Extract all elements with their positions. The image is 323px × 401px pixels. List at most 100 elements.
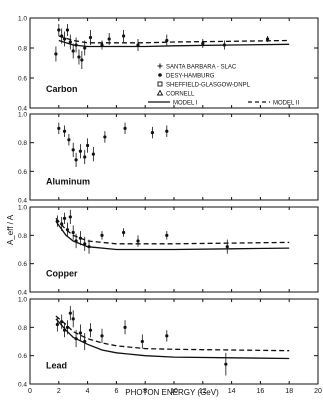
y-tick-label: 0.4 xyxy=(18,198,27,205)
y-tick-label: 1.0 xyxy=(18,297,27,304)
chart-legend: SANTA BARBARA - SLAC DESY-HAMBURG SHEFFIEL… xyxy=(148,63,299,107)
data-point xyxy=(222,43,226,47)
data-point xyxy=(65,325,70,329)
data-point xyxy=(57,126,61,130)
y-tick-label: 0.6 xyxy=(18,261,27,268)
data-point xyxy=(71,230,75,235)
legend-label: SHEFFIELD-GLASGOW-DNPL xyxy=(166,83,251,89)
panel-label: Aluminum xyxy=(46,177,90,187)
panel-label: Lead xyxy=(46,361,67,371)
x-tick-label: 2 xyxy=(57,388,61,395)
data-point xyxy=(165,334,169,338)
data-point xyxy=(71,317,75,321)
open-triangle-marker-icon xyxy=(156,89,164,96)
data-point xyxy=(68,40,72,44)
data-point xyxy=(83,339,87,344)
data-point xyxy=(165,129,169,133)
data-point xyxy=(224,362,228,366)
data-point xyxy=(68,215,72,219)
model-ii-curve xyxy=(55,315,290,352)
data-point xyxy=(123,126,127,130)
model-i-curve xyxy=(55,318,290,360)
data-point xyxy=(140,339,144,344)
legend-item: MODEL I xyxy=(148,101,198,107)
y-tick-label: 1.0 xyxy=(18,112,27,119)
x-tick-label: 6 xyxy=(114,388,118,395)
legend-label: MODEL II xyxy=(273,101,299,107)
x-tick-label: 18 xyxy=(285,388,293,395)
data-point xyxy=(74,239,78,243)
data-point xyxy=(60,320,64,324)
legend-label: CORNELL xyxy=(166,92,195,98)
y-tick-label: 1.0 xyxy=(18,205,27,212)
data-point xyxy=(136,239,140,243)
legend-label: SANTA BARBARA - SLAC xyxy=(166,65,237,71)
data-point xyxy=(86,143,90,148)
data-point xyxy=(88,35,93,40)
panel-lead: 1.0 0.8 0.6 0.4 Lead xyxy=(18,297,319,389)
data-point xyxy=(78,331,82,335)
x-tick-label: 16 xyxy=(257,388,265,395)
x-tick-label: 12 xyxy=(199,388,207,395)
data-point xyxy=(54,52,58,56)
x-tick-label: 0 xyxy=(28,388,32,395)
y-tick-label: 1.0 xyxy=(18,16,27,23)
panel-label: Copper xyxy=(46,269,78,279)
data-point xyxy=(123,325,127,329)
x-tick-label: 14 xyxy=(228,388,236,395)
model-ii-curve xyxy=(55,217,290,245)
legend-item: CORNELL xyxy=(156,89,195,98)
data-point xyxy=(65,28,70,32)
data-point xyxy=(62,129,67,133)
data-point xyxy=(150,131,154,135)
data-point xyxy=(80,58,84,62)
data-point xyxy=(62,328,67,332)
y-tick-label: 0.4 xyxy=(18,290,27,297)
data-point xyxy=(165,233,169,237)
open-square-marker-icon xyxy=(157,81,163,87)
data-point xyxy=(122,34,126,38)
y-tick-label: 0.6 xyxy=(18,76,27,83)
data-point xyxy=(87,245,91,249)
data-point xyxy=(71,148,75,152)
data-point xyxy=(100,43,104,47)
data-point xyxy=(78,149,82,153)
panel-label: Carbon xyxy=(46,84,78,94)
data-point xyxy=(83,155,87,159)
data-point xyxy=(136,43,140,47)
x-tick-label: 4 xyxy=(86,388,90,395)
data-point xyxy=(88,328,93,332)
model-i-curve xyxy=(55,220,290,251)
plus-marker-icon xyxy=(157,63,163,69)
x-axis-label: PHOTON ENERGY (GeV) xyxy=(125,388,219,397)
x-tick-label: 10 xyxy=(170,388,178,395)
data-point xyxy=(91,152,95,156)
data-point xyxy=(65,228,70,232)
data-point xyxy=(74,43,78,47)
x-axis: 0 2 4 6 8 10 12 14 16 18 20 xyxy=(28,18,322,395)
data-point xyxy=(122,230,126,235)
data-point xyxy=(107,37,111,41)
data-point xyxy=(71,49,75,53)
data-point xyxy=(83,46,87,50)
filled-circle-marker-icon xyxy=(158,73,162,77)
legend-item: SHEFFIELD-GLASGOW-DNPL xyxy=(157,81,251,89)
legend-item: SANTA BARBARA - SLAC xyxy=(157,63,237,71)
data-point xyxy=(266,37,270,41)
y-tick-label: 0.4 xyxy=(18,382,27,389)
data-point xyxy=(60,34,64,38)
data-point xyxy=(55,322,59,327)
y-tick-label: 0.8 xyxy=(18,46,27,53)
data-point xyxy=(103,135,107,139)
data-point xyxy=(83,242,87,246)
model-ii-curve xyxy=(58,35,290,44)
x-tick-label: 8 xyxy=(143,388,147,395)
data-point xyxy=(67,138,71,142)
data-point xyxy=(77,55,81,59)
chart-panels: 1.00.80.60.4Carbon1.00.80.60.4Aluminum1.… xyxy=(18,16,319,389)
data-point xyxy=(57,28,61,32)
legend-item: DESY-HAMBURG xyxy=(158,73,215,80)
data-point xyxy=(201,41,205,46)
y-tick-label: 0.4 xyxy=(18,106,27,113)
